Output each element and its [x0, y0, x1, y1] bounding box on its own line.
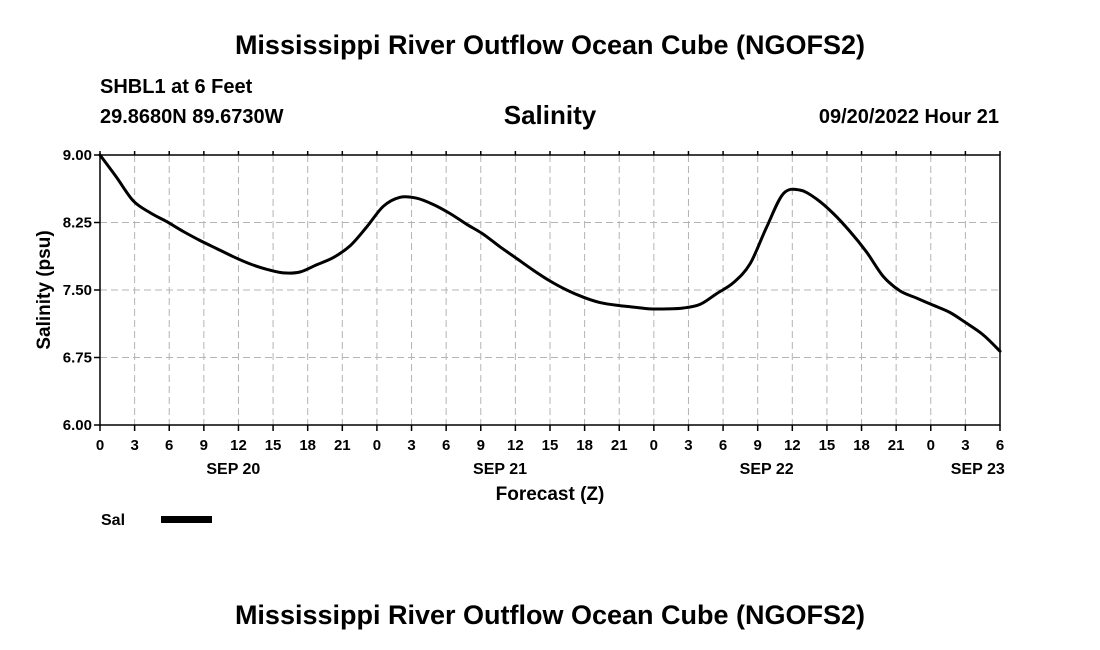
- y-axis: 9.00 8.25 7.50 6.75 6.00: [63, 147, 100, 434]
- date-label: SEP 22: [740, 461, 794, 478]
- series-layer: [98, 153, 1002, 353]
- x-tick-label: 15: [265, 437, 282, 454]
- x-tick-label: 9: [477, 437, 485, 454]
- x-tick-label: 15: [819, 437, 836, 454]
- x-tick-label: 9: [754, 437, 762, 454]
- y-tick-label: 6.00: [63, 417, 92, 434]
- chart-subtitle: Salinity: [503, 100, 597, 130]
- x-tick-label: 18: [299, 437, 316, 454]
- x-tick-label: 6: [996, 437, 1004, 454]
- x-tick-label: 9: [200, 437, 208, 454]
- legend: Sal: [101, 512, 212, 529]
- x-tick-label: 21: [334, 437, 351, 454]
- date-label: SEP 20: [206, 461, 260, 478]
- y-tick-label: 9.00: [63, 147, 92, 164]
- x-tick-label: 12: [784, 437, 801, 454]
- date-axis: SEP 20 SEP 21 SEP 22 SEP 23: [206, 461, 1005, 478]
- x-tick-label: 3: [961, 437, 969, 454]
- legend-label: Sal: [101, 512, 125, 529]
- x-tick-label: 6: [165, 437, 173, 454]
- grid: [100, 155, 1000, 425]
- legend-swatch: [161, 516, 212, 523]
- date-label: SEP 21: [473, 461, 527, 478]
- y-tick-label: 7.50: [63, 282, 92, 299]
- forecast-datetime: 09/20/2022 Hour 21: [818, 106, 999, 128]
- x-tick-label: 0: [96, 437, 104, 454]
- x-tick-label: 18: [853, 437, 870, 454]
- x-tick-label: 3: [130, 437, 138, 454]
- x-tick-label: 6: [442, 437, 450, 454]
- y-tick-label: 6.75: [63, 350, 92, 367]
- x-tick-label: 3: [684, 437, 692, 454]
- x-tick-label: 15: [542, 437, 559, 454]
- chart-title: Mississippi River Outflow Ocean Cube (NG…: [234, 30, 866, 60]
- x-tick-label: 0: [373, 437, 381, 454]
- series-line-salinity: [98, 153, 1002, 353]
- x-tick-label: 21: [888, 437, 905, 454]
- x-tick-label: 0: [650, 437, 658, 454]
- x-tick-label: 3: [407, 437, 415, 454]
- x-tick-label: 6: [719, 437, 727, 454]
- x-tick-label: 21: [611, 437, 628, 454]
- station-coordinates: 29.8680N 89.6730W: [100, 106, 284, 128]
- x-tick-label: 18: [576, 437, 593, 454]
- date-label: SEP 23: [951, 461, 1005, 478]
- x-axis: 0 3 6 9 12 15 18 21 0 3 6 9 12 15 18 21 0 3 6 9 12 15 18 21 0 3 6: [96, 151, 1004, 454]
- y-axis-title: Salinity (psu): [34, 230, 55, 349]
- station-label: SHBL1 at 6 Feet: [100, 76, 253, 98]
- x-tick-label: 12: [230, 437, 247, 454]
- x-axis-title: Forecast (Z): [496, 484, 605, 505]
- y-tick-label: 8.25: [63, 215, 92, 232]
- x-tick-label: 12: [507, 437, 524, 454]
- x-tick-label: 0: [927, 437, 935, 454]
- footer-title: Mississippi River Outflow Ocean Cube (NG…: [234, 600, 866, 630]
